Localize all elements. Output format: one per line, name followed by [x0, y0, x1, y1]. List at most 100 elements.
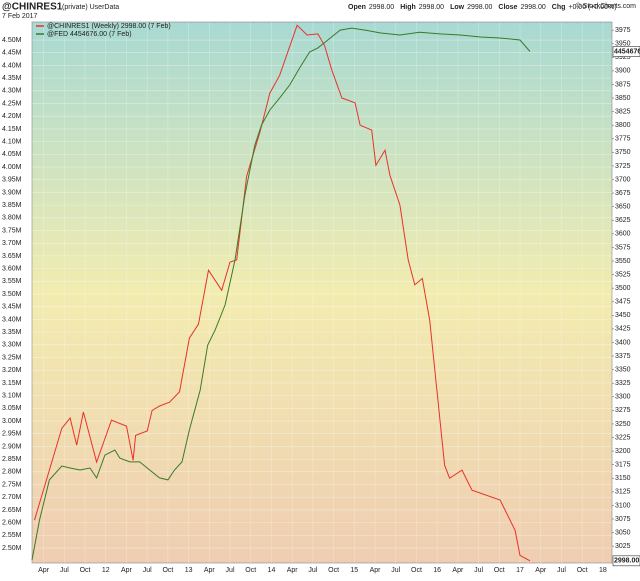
y2-tick-label: 3150 [615, 475, 631, 482]
x-tick-label: Apr [38, 567, 50, 574]
chart-date: 7 Feb 2017 [2, 13, 38, 20]
chart-title: @CHINRES1 [2, 2, 63, 13]
y2-tick-label: 3275 [615, 407, 631, 414]
y-tick-label: 3.65M [2, 253, 22, 260]
y2-tick-label: 3575 [615, 244, 631, 251]
last-value-label: 2998.00 [614, 558, 639, 565]
y-tick-label: 2.60M [2, 519, 22, 526]
y2-tick-label: 3675 [615, 190, 631, 197]
y-tick-label: 4.25M [2, 100, 22, 107]
y-tick-label: 3.70M [2, 240, 22, 247]
y-tick-label: 3.35M [2, 329, 22, 336]
quote-value: 2998.00 [369, 4, 394, 11]
y-tick-label: 3.05M [2, 405, 22, 412]
x-tick-label: Jul [60, 567, 69, 574]
x-tick-label: Apr [121, 567, 133, 574]
y-tick-label: 4.05M [2, 151, 22, 158]
x-tick-label: Jul [308, 567, 317, 574]
y2-tick-label: 3525 [615, 271, 631, 278]
y2-tick-label: 3350 [615, 366, 631, 373]
y2-tick-label: 3700 [615, 176, 631, 183]
y-tick-label: 4.50M [2, 37, 22, 44]
y2-tick-label: 3300 [615, 394, 631, 401]
y-tick-label: 2.65M [2, 507, 22, 514]
y2-tick-label: 3850 [615, 95, 631, 102]
y2-tick-label: 3550 [615, 258, 631, 265]
y-tick-label: 3.95M [2, 177, 22, 184]
last-value-label: 4454676 [614, 48, 640, 55]
y2-tick-label: 3325 [615, 380, 631, 387]
quote-value: 2998.00 [419, 4, 444, 11]
last-value-box [612, 46, 640, 57]
y2-tick-label: 3100 [615, 502, 631, 509]
y2-tick-label: 3800 [615, 122, 631, 129]
y2-tick-label: 3400 [615, 339, 631, 346]
x-tick-label: Oct [80, 567, 91, 574]
quote-value: +0.00 (+0.00%) [568, 4, 616, 11]
y2-tick-label: 3250 [615, 421, 631, 428]
credit: © StockCharts.com [576, 2, 637, 10]
series-line [31, 27, 531, 561]
x-tick-label: Apr [204, 567, 216, 574]
x-tick-label: 17 [516, 567, 524, 574]
y-tick-label: 4.15M [2, 126, 22, 133]
y-tick-label: 3.00M [2, 418, 22, 425]
x-tick-label: Jul [143, 567, 152, 574]
x-tick-label: Jul [557, 567, 566, 574]
y-tick-label: 3.50M [2, 291, 22, 298]
y2-tick-label: 3225 [615, 434, 631, 441]
y2-tick-label: 3375 [615, 353, 631, 360]
quote-label: Chg [552, 4, 566, 11]
x-tick-label: 16 [433, 567, 441, 574]
y2-tick-label: 3775 [615, 136, 631, 143]
y-tick-label: 4.40M [2, 62, 22, 69]
y-tick-label: 4.00M [2, 164, 22, 171]
x-tick-label: Oct [411, 567, 422, 574]
y-tick-label: 3.15M [2, 380, 22, 387]
quote-label: Low [450, 4, 465, 11]
y-tick-label: 3.20M [2, 367, 22, 374]
y-tick-label: 4.45M [2, 50, 22, 57]
x-tick-label: Oct [577, 567, 588, 574]
x-tick-label: Oct [245, 567, 256, 574]
y2-tick-label: 3500 [615, 285, 631, 292]
x-tick-label: 12 [102, 567, 110, 574]
y-tick-label: 4.35M [2, 75, 22, 82]
x-tick-label: Oct [162, 567, 173, 574]
quote-label: High [400, 4, 416, 11]
x-tick-label: Jul [226, 567, 235, 574]
y2-tick-label: 3200 [615, 448, 631, 455]
quote-value: 2998.00 [520, 4, 545, 11]
y-tick-label: 3.85M [2, 202, 22, 209]
y2-tick-label: 3600 [615, 231, 631, 238]
y-tick-label: 3.80M [2, 215, 22, 222]
y-tick-label: 3.75M [2, 227, 22, 234]
x-tick-label: Apr [287, 567, 299, 574]
y2-tick-label: 3650 [615, 204, 631, 211]
y-tick-label: 3.55M [2, 278, 22, 285]
legend-label: @FED 4454676.00 (7 Feb) [47, 31, 132, 38]
y2-tick-label: 3175 [615, 462, 631, 469]
y2-tick-label: 3925 [615, 54, 631, 61]
y-tick-label: 3.40M [2, 316, 22, 323]
x-tick-label: Apr [535, 567, 547, 574]
quote-value: 2998.00 [467, 4, 492, 11]
x-tick-label: 13 [185, 567, 193, 574]
y-tick-label: 3.90M [2, 189, 22, 196]
quote-label: Close [498, 4, 517, 11]
y2-tick-label: 3475 [615, 299, 631, 306]
y2-tick-label: 3125 [615, 489, 631, 496]
y2-tick-label: 3725 [615, 163, 631, 170]
x-tick-label: Jul [474, 567, 483, 574]
x-tick-label: Apr [370, 567, 382, 574]
plot-area [31, 21, 613, 564]
chart-subtitle: (private) UserData [62, 4, 119, 11]
y2-tick-label: 3950 [615, 41, 631, 48]
legend-label: @CHINRES1 (Weekly) 2998.00 (7 Feb) [47, 23, 171, 30]
y2-tick-label: 3050 [615, 529, 631, 536]
x-tick-label: 18 [599, 567, 607, 574]
y2-tick-label: 3975 [615, 27, 631, 34]
y-tick-label: 2.70M [2, 494, 22, 501]
y-tick-label: 3.10M [2, 392, 22, 399]
